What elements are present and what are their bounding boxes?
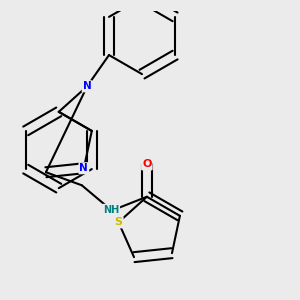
Text: N: N [80, 163, 88, 173]
Text: N: N [83, 81, 92, 91]
Text: NH: NH [103, 205, 119, 215]
Text: O: O [142, 159, 152, 169]
Text: S: S [115, 217, 122, 227]
